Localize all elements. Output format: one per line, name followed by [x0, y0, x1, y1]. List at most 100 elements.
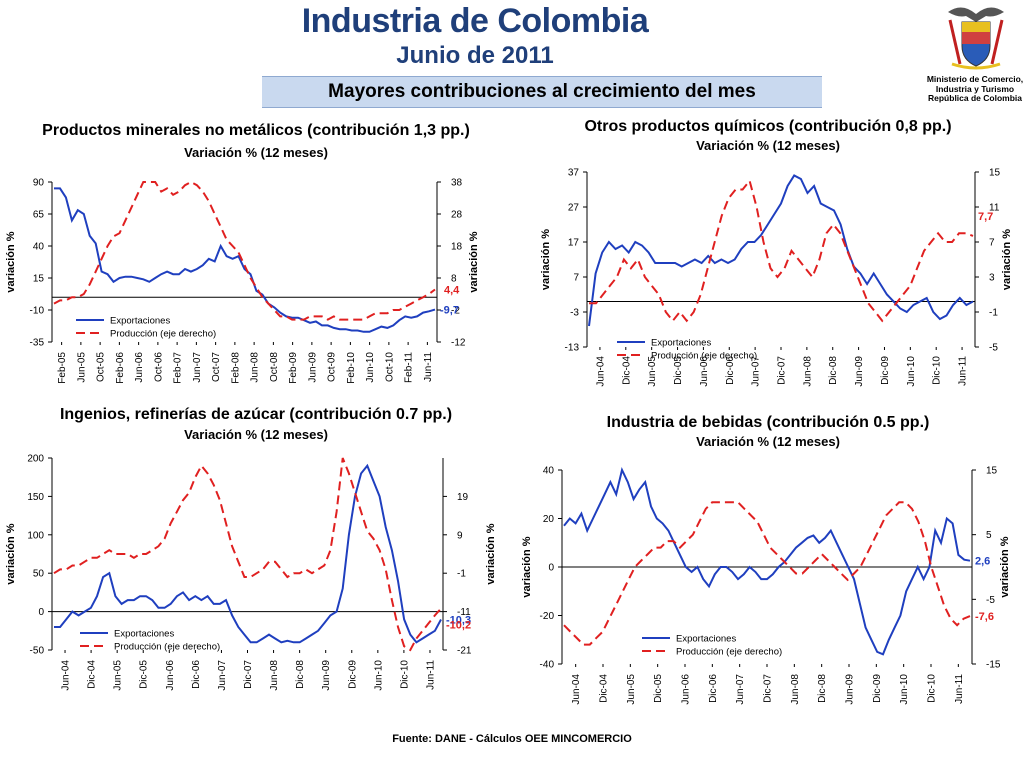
- x-tick-label: Dic-05: [139, 660, 150, 689]
- y-tick-label-left: 20: [543, 514, 555, 525]
- y-tick-label-right: 28: [451, 210, 463, 221]
- x-tick-label: Feb-08: [230, 352, 241, 384]
- x-tick-label: Oct-07: [211, 352, 222, 382]
- y-axis-label-right: variación %: [999, 536, 1011, 597]
- y-tick-label-right: -5: [989, 343, 998, 354]
- y-tick-label-right: -5: [986, 595, 995, 606]
- chart-2-subtitle: Variación % (12 meses): [696, 138, 840, 153]
- x-tick-label: Dic-08: [828, 356, 839, 385]
- x-tick-label: Jun-07: [192, 352, 203, 383]
- series-exportaciones: [563, 467, 971, 656]
- y-axis-label-left: variación %: [521, 536, 533, 597]
- y-tick-label-left: 15: [33, 274, 45, 285]
- x-tick-label: Oct-10: [384, 352, 395, 382]
- legend-label-exports: Exportaciones: [676, 634, 736, 645]
- y-tick-label-left: 150: [27, 492, 44, 503]
- x-tick-label: Dic-04: [599, 674, 610, 703]
- source-footer: Fuente: DANE - Cálculos OEE MINCOMERCIO: [392, 733, 632, 745]
- x-tick-label: Jun-09: [845, 674, 856, 705]
- series-produccion: [589, 178, 974, 323]
- y-tick-label-left: 100: [27, 530, 44, 541]
- x-tick-label: Feb-11: [404, 352, 415, 383]
- x-tick-label: Dic-06: [725, 356, 736, 385]
- end-label-exports: 2,6: [975, 556, 990, 568]
- x-tick-label: Jun-07: [751, 356, 762, 387]
- y-axis-label-left: variación %: [540, 229, 552, 290]
- chart-4-subtitle: Variación % (12 meses): [696, 434, 840, 449]
- x-tick-label: Jun-11: [425, 660, 436, 690]
- y-tick-label-left: 40: [33, 242, 45, 253]
- y-tick-label-right: -15: [986, 660, 1001, 671]
- y-tick-label-right: 3: [989, 273, 995, 284]
- x-tick-label: Jun-10: [906, 356, 917, 387]
- y-tick-label-left: 50: [33, 569, 45, 580]
- y-tick-label-left: 0: [38, 607, 44, 618]
- x-tick-label: Jun-06: [681, 674, 692, 705]
- x-tick-label: Jun-06: [699, 356, 710, 387]
- x-tick-label: Dic-05: [653, 674, 664, 703]
- x-tick-label: Jun-05: [626, 674, 637, 705]
- y-tick-label-left: 200: [27, 454, 44, 465]
- x-tick-label: Jun-08: [269, 660, 280, 691]
- y-tick-label-left: -35: [30, 338, 45, 349]
- y-tick-label-right: 7: [989, 238, 995, 249]
- x-tick-label: Dic-08: [817, 674, 828, 703]
- x-tick-label: Jun-06: [165, 660, 176, 691]
- x-tick-label: Jun-08: [802, 356, 813, 387]
- series-produccion: [563, 501, 971, 646]
- x-tick-label: Dic-08: [295, 660, 306, 689]
- x-tick-label: Dic-07: [243, 660, 254, 689]
- y-tick-label-right: 11: [989, 203, 1000, 214]
- ministry-line: República de Colombia: [928, 93, 1022, 103]
- end-label-production: -7,6: [975, 611, 994, 623]
- y-tick-label-left: -50: [30, 646, 45, 657]
- legend-label-production: Producción (eje derecho): [676, 647, 782, 658]
- y-tick-label-right: -1: [457, 569, 466, 580]
- chart-2-title: Otros productos químicos (contribución 0…: [584, 118, 952, 135]
- end-label-production: -10,2: [446, 620, 471, 632]
- ministry-line: Industria y Turismo: [935, 83, 1015, 94]
- x-tick-label: Dic-09: [347, 660, 358, 689]
- y-tick-label-right: -1: [989, 308, 998, 319]
- y-axis-label-right: variación %: [1001, 229, 1013, 290]
- y-tick-label-right: 5: [986, 530, 992, 541]
- section-banner: Mayores contribuciones al crecimiento de…: [262, 76, 822, 108]
- x-tick-label: Jun-08: [250, 352, 261, 383]
- legend-label-exports: Exportaciones: [110, 316, 170, 327]
- x-tick-label: Feb-06: [115, 352, 126, 384]
- y-tick-label-right: 19: [457, 492, 469, 503]
- x-tick-label: Jun-04: [571, 674, 582, 705]
- legend-label-exports: Exportaciones: [651, 338, 711, 349]
- y-tick-label-left: 40: [543, 466, 555, 477]
- page-subtitle: Junio de 2011: [396, 42, 554, 69]
- ministry-label: Ministerio de Comercio, Industria y Turi…: [915, 74, 1024, 104]
- series-produccion: [53, 457, 442, 652]
- series-produccion: [53, 180, 436, 321]
- x-tick-label: Oct-06: [153, 352, 164, 382]
- x-tick-label: Dic-10: [927, 674, 938, 703]
- x-tick-label: Dic-06: [191, 660, 202, 689]
- ministry-line: Ministerio de Comercio,: [926, 74, 1024, 84]
- x-tick-label: Jun-06: [134, 352, 145, 383]
- x-tick-label: Jun-07: [217, 660, 228, 691]
- x-tick-label: Dic-06: [708, 674, 719, 703]
- legend-label-production: Producción (eje derecho): [110, 329, 216, 340]
- x-tick-label: Oct-08: [269, 352, 280, 382]
- y-tick-label-left: -40: [540, 660, 555, 671]
- x-tick-label: Dic-07: [777, 356, 788, 385]
- x-tick-label: Jun-10: [365, 352, 376, 383]
- x-tick-label: Dic-10: [932, 356, 943, 385]
- chart-3-title: Ingenios, refinerías de azúcar (contribu…: [59, 406, 453, 423]
- y-tick-label-right: 18: [451, 242, 463, 253]
- y-axis-label-left: variación %: [5, 523, 17, 584]
- x-tick-label: Dic-04: [621, 356, 632, 385]
- x-tick-label: Dic-04: [87, 660, 98, 689]
- end-label-exports: -9,7: [440, 305, 459, 317]
- y-tick-label-left: -13: [565, 343, 580, 354]
- end-label-exports: -10,3: [446, 615, 471, 627]
- chart-3-subtitle: Variación % (12 meses): [184, 427, 328, 442]
- y-tick-label-left: 90: [33, 178, 45, 189]
- x-tick-label: Oct-09: [327, 352, 338, 382]
